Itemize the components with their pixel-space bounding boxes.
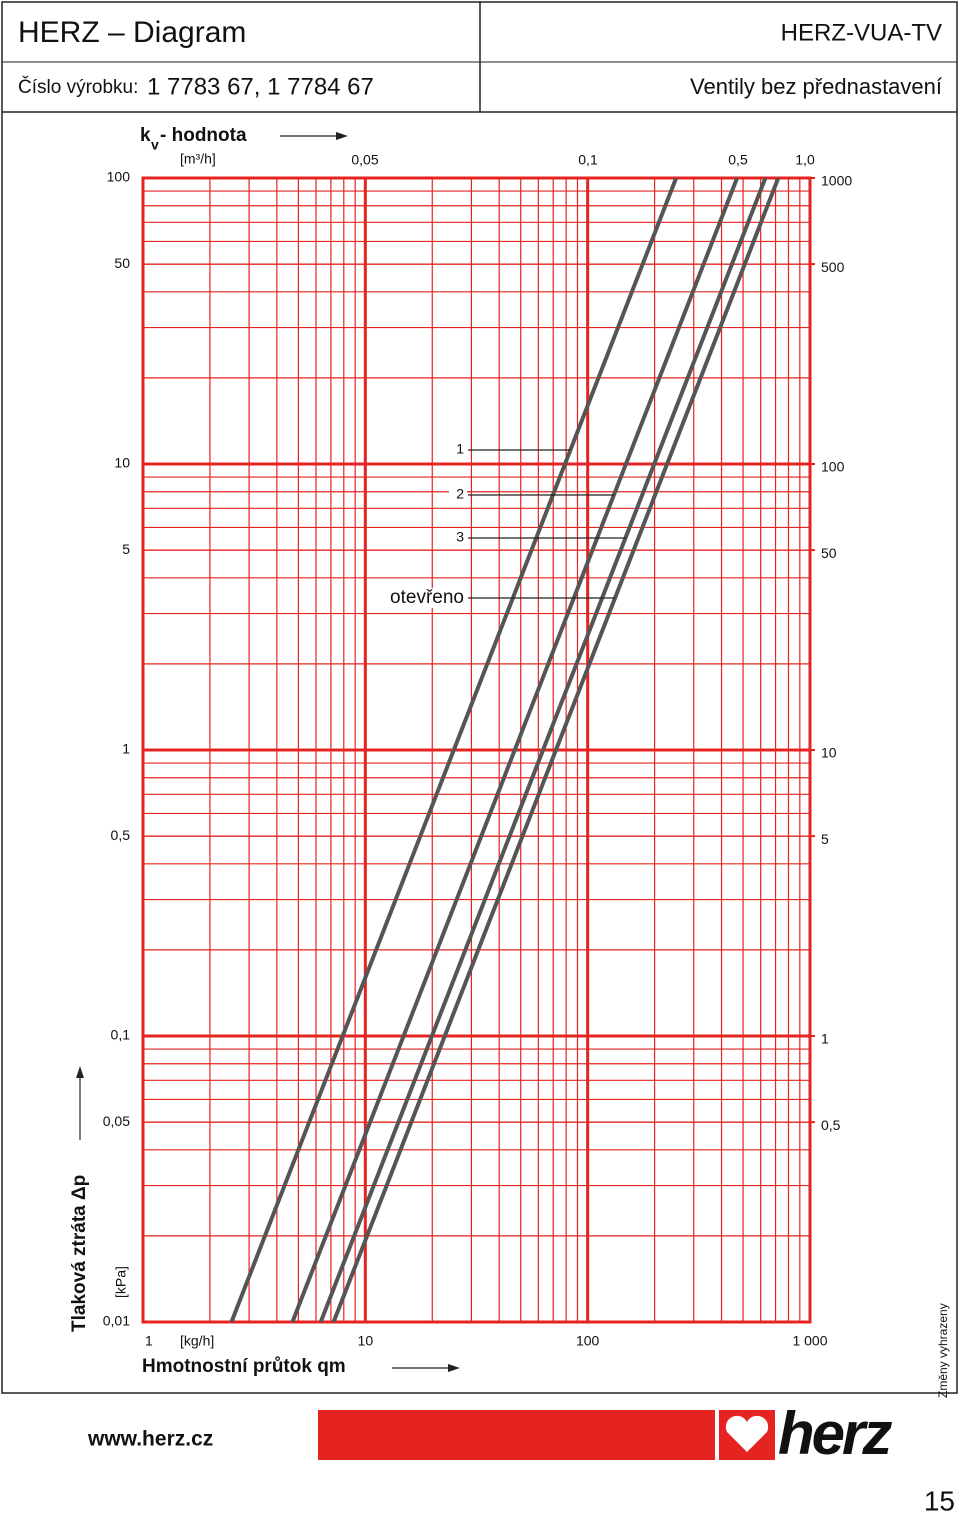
series-label: 3	[456, 529, 464, 545]
chart: 1 10 100 1 0001005010510,50,10,050,01100050…	[69, 125, 852, 1377]
arrow-head	[336, 132, 348, 140]
website: www.herz.cz	[87, 1428, 213, 1451]
arrow-head	[448, 1364, 460, 1372]
note: Změny vyhrazeny	[936, 1303, 950, 1398]
x-tick-label: 100	[576, 1333, 600, 1349]
series-label: 1	[456, 441, 464, 457]
page-number: 15	[924, 1485, 955, 1516]
y-tick-label: 0,01	[103, 1313, 130, 1329]
x-axis-unit: [kg/h]	[180, 1333, 214, 1349]
label-bg	[449, 528, 467, 548]
product-numbers: 1 7783 67, 1 7784 67	[147, 73, 374, 100]
y-axis-title: Tlaková ztráta Δp	[69, 1175, 90, 1332]
kv-subscript: v	[151, 137, 159, 153]
series-label: 2	[456, 486, 464, 502]
kv-unit: [m³/h]	[180, 151, 216, 167]
y2-tick-label: 100	[821, 459, 845, 475]
x-tick-label: 1 000	[792, 1333, 827, 1349]
label-bg	[449, 440, 467, 460]
x-tick-label: 1	[145, 1333, 153, 1349]
y2-tick-label: 0,5	[821, 1117, 841, 1133]
y2-tick-label: 10	[821, 745, 837, 761]
y-tick-label: 50	[114, 255, 130, 271]
label-bg	[385, 588, 467, 608]
y-tick-label: 10	[114, 455, 130, 471]
x-axis-title: Hmotnostní průtok qm	[142, 1356, 346, 1377]
y-tick-label: 0,5	[111, 827, 131, 843]
kv-label: 1,0	[795, 152, 815, 168]
y2-tick-label: 1	[821, 1031, 829, 1047]
y2-tick-label: 5	[821, 831, 829, 847]
series-line	[290, 177, 739, 1323]
logo-heart	[725, 1415, 769, 1452]
subtitle: Ventily bez přednastavení	[690, 74, 942, 99]
logo: herz	[778, 1400, 892, 1467]
y-tick-label: 100	[107, 169, 131, 185]
product-label: Číslo výrobku:	[18, 76, 138, 98]
kv-label: 0,1	[578, 152, 598, 168]
y2-tick-label: 1000	[821, 173, 852, 189]
kv-title-rest: - hodnota	[160, 125, 247, 146]
x-tick-label: 10	[358, 1333, 374, 1349]
y2-tick-label: 50	[821, 545, 837, 561]
y-axis-unit: [kPa]	[113, 1266, 129, 1298]
y-tick-label: 5	[122, 541, 130, 557]
y-tick-label: 0,05	[103, 1113, 130, 1129]
series-line	[229, 177, 679, 1323]
kv-title: k	[140, 125, 151, 146]
series-label: otevřeno	[390, 587, 464, 608]
title: HERZ – Diagram	[18, 16, 246, 49]
y-tick-label: 0,1	[111, 1027, 131, 1043]
plot-border	[141, 176, 812, 1324]
series-line	[318, 177, 768, 1323]
kv-label: 0,5	[728, 152, 748, 168]
kv-label: 0,05	[351, 152, 378, 168]
y-tick-label: 1	[122, 741, 130, 757]
logo-bar	[318, 1410, 715, 1460]
y2-tick-label: 500	[821, 259, 845, 275]
series-line	[331, 177, 781, 1323]
model: HERZ-VUA-TV	[781, 19, 942, 46]
arrow-head	[76, 1066, 84, 1078]
label-bg	[449, 485, 467, 505]
frame	[1, 1, 958, 1394]
